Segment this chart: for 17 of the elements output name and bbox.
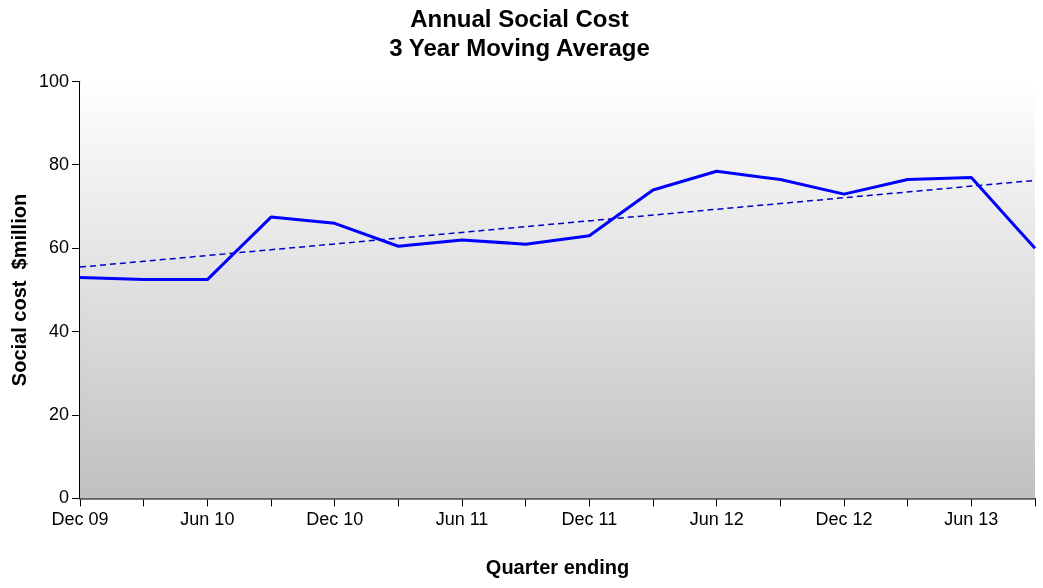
x-tick-label: Jun 11 <box>435 509 489 530</box>
x-tick-label: Jun 13 <box>944 509 999 530</box>
y-tick-label: 100 <box>38 70 70 91</box>
y-axis-title: Social cost $million <box>7 193 30 387</box>
y-tick-label: 40 <box>49 320 70 341</box>
x-tick-label: Dec 10 <box>306 509 364 530</box>
x-axis-title: Quarter ending <box>485 555 630 578</box>
x-tick-label: Jun 10 <box>180 509 235 530</box>
y-tick-label: 20 <box>49 404 70 425</box>
x-tick-label: Jun 12 <box>689 509 744 530</box>
x-tick-label: Dec 12 <box>815 509 873 530</box>
chart-title: Annual Social Cost 3 Year Moving Average <box>389 5 650 61</box>
y-tick-label: 0 <box>59 487 70 508</box>
y-tick-label: 80 <box>49 153 70 174</box>
x-tick-label: Dec 09 <box>51 509 109 530</box>
y-tick-label: 60 <box>49 237 70 258</box>
x-tick-label: Dec 11 <box>561 509 618 530</box>
